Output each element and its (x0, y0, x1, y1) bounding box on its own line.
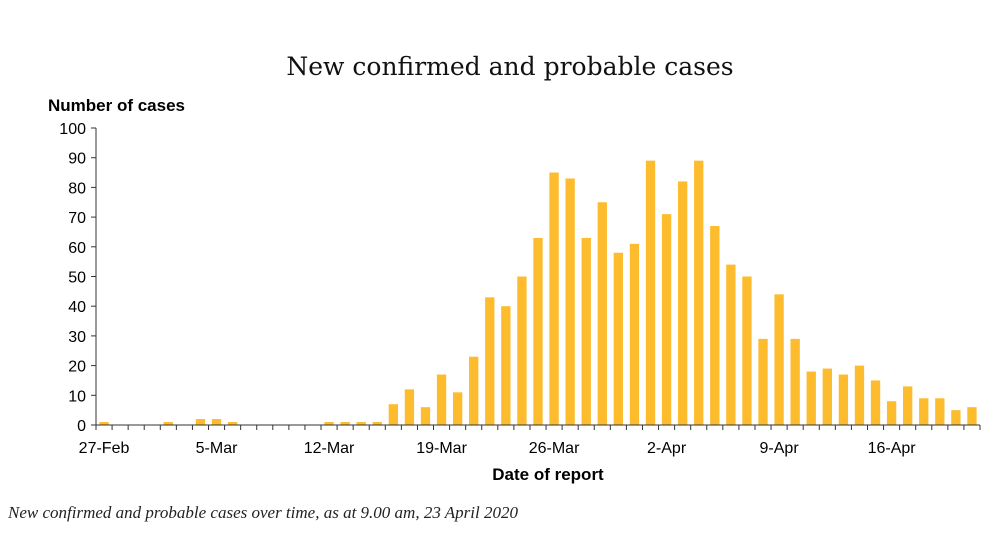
bar (388, 404, 399, 425)
y-tick-label: 60 (68, 240, 86, 257)
bar (854, 365, 865, 425)
y-tick-label: 40 (68, 299, 86, 316)
y-axis-title: Number of cases (48, 96, 185, 115)
bar (404, 389, 415, 425)
bar (533, 237, 543, 425)
bar (774, 294, 784, 425)
bar (211, 419, 222, 425)
bar (694, 160, 704, 426)
bar (822, 368, 832, 425)
bar (485, 297, 495, 425)
x-tick-label: 5-Mar (196, 440, 238, 457)
bar (935, 398, 945, 425)
bar (469, 356, 479, 425)
y-axis: 0 10 20 30 40 50 60 70 80 90 100 (59, 121, 97, 435)
y-tick-label: 70 (68, 210, 86, 227)
bar (967, 407, 977, 425)
chart-title: New confirmed and probable cases (286, 52, 734, 81)
bar (838, 374, 849, 425)
bar (886, 401, 897, 425)
bar-series (99, 160, 977, 426)
x-axis-title: Date of report (492, 465, 604, 484)
x-tick-label: 2-Apr (647, 440, 687, 457)
y-tick-label: 100 (59, 121, 86, 138)
bar (597, 202, 607, 425)
bar (195, 419, 206, 425)
y-tick-label: 0 (77, 418, 86, 435)
x-tick-label: 16-Apr (868, 440, 917, 457)
bar (99, 422, 109, 425)
bar (742, 276, 752, 425)
bar (919, 398, 929, 425)
bar (726, 264, 736, 425)
bar (372, 422, 382, 425)
bar (645, 160, 656, 426)
bar (613, 252, 624, 425)
bar (501, 306, 511, 425)
bar (565, 178, 575, 425)
bar (356, 422, 366, 425)
bar (870, 380, 881, 425)
bar (452, 392, 463, 425)
x-tick-label: 26-Mar (529, 440, 580, 457)
bar (661, 214, 672, 425)
bar (758, 338, 768, 425)
bar (677, 181, 688, 425)
bar (420, 407, 431, 425)
bar (549, 172, 559, 425)
x-tick-label: 27-Feb (79, 440, 130, 457)
y-tick-label: 80 (68, 180, 86, 197)
x-tick-label: 12-Mar (304, 440, 355, 457)
bar (517, 276, 527, 425)
bar (790, 338, 800, 425)
bar (951, 410, 961, 425)
bar (163, 422, 173, 425)
y-tick-label: 10 (68, 388, 86, 405)
figure-caption: New confirmed and probable cases over ti… (8, 503, 518, 522)
x-tick-label: 9-Apr (760, 440, 800, 457)
bar (324, 422, 334, 425)
y-tick-label: 30 (68, 329, 86, 346)
bar (629, 243, 640, 425)
bar (710, 226, 720, 425)
bar (436, 374, 447, 425)
x-axis: 27-Feb 5-Mar 12-Mar 19-Mar 26-Mar 2-Apr 9-Apr 1… (79, 424, 981, 457)
bar (340, 422, 350, 425)
bar (581, 237, 591, 425)
y-tick-label: 90 (68, 151, 86, 168)
y-tick-label: 50 (68, 270, 86, 287)
y-tick-label: 20 (68, 359, 86, 376)
bar (903, 386, 913, 425)
x-tick-label: 19-Mar (416, 440, 467, 457)
bar (806, 371, 816, 425)
bar (227, 422, 238, 425)
